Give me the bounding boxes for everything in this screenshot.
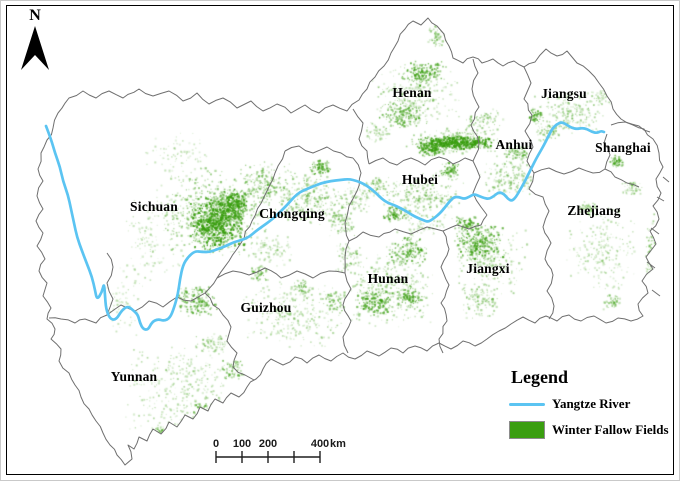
- boundary-line: [368, 156, 474, 166]
- boundary-line: [204, 150, 286, 294]
- boundary-line: [348, 214, 488, 242]
- boundary-line: [342, 272, 352, 354]
- boundary-line: [352, 108, 370, 165]
- province-label-henan: Henan: [392, 85, 432, 100]
- yangtze-river-path: [44, 121, 606, 331]
- province-boundaries: [35, 17, 670, 466]
- province-label-jiangxi: Jiangxi: [466, 261, 510, 276]
- north-arrow: N: [15, 7, 55, 78]
- river-line-swatch: [509, 402, 545, 406]
- boundary-line: [472, 160, 488, 216]
- province-label-guizhou: Guizhou: [240, 300, 292, 315]
- yangtze-river-line: [44, 121, 606, 331]
- boundary-line: [106, 252, 114, 316]
- province-label-hubei: Hubei: [401, 172, 439, 187]
- legend-item-fallow: Winter Fallow Fields: [509, 421, 674, 439]
- province-label-jiangsu: Jiangsu: [541, 86, 587, 101]
- boundary-line: [610, 121, 651, 133]
- region-outline: [35, 17, 664, 466]
- scale-bar: [215, 451, 321, 463]
- fallow-fields-swatch: [509, 421, 545, 439]
- boundary-line: [533, 167, 640, 188]
- boundary-line: [523, 66, 535, 174]
- province-label-yunnan: Yunnan: [110, 369, 158, 384]
- province-label-sichuan: Sichuan: [130, 199, 178, 214]
- boundary-line: [651, 289, 661, 297]
- boundary-line: [470, 58, 480, 162]
- boundary-line: [204, 292, 255, 381]
- legend-item-label: Winter Fallow Fields: [552, 422, 669, 437]
- boundary-line: [528, 172, 555, 320]
- boundary-line: [438, 230, 450, 354]
- legend-item-river: Yangtze River: [509, 396, 674, 412]
- boundary-line: [344, 157, 362, 274]
- province-label-shanghai: Shanghai: [595, 140, 651, 155]
- legend-title: Legend: [511, 367, 569, 387]
- boundary-line: [656, 196, 665, 202]
- boundary-line: [662, 176, 670, 183]
- legend-item-label: Yangtze River: [552, 396, 631, 411]
- boundary-line: [650, 227, 660, 235]
- province-label-hunan: Hunan: [367, 271, 409, 286]
- boundary-line: [603, 133, 611, 170]
- north-label: N: [29, 7, 41, 24]
- legend: Legend Yangtze River Winter Fallow Field…: [509, 367, 674, 448]
- boundary-line: [216, 267, 346, 279]
- boundary-line: [284, 145, 354, 159]
- province-label-chongqing: Chongqing: [259, 206, 325, 221]
- province-label-anhui: Anhui: [495, 137, 533, 152]
- north-arrow-icon: [21, 26, 49, 70]
- province-label-zhejiang: Zhejiang: [567, 203, 621, 218]
- boundary-line: [646, 261, 656, 269]
